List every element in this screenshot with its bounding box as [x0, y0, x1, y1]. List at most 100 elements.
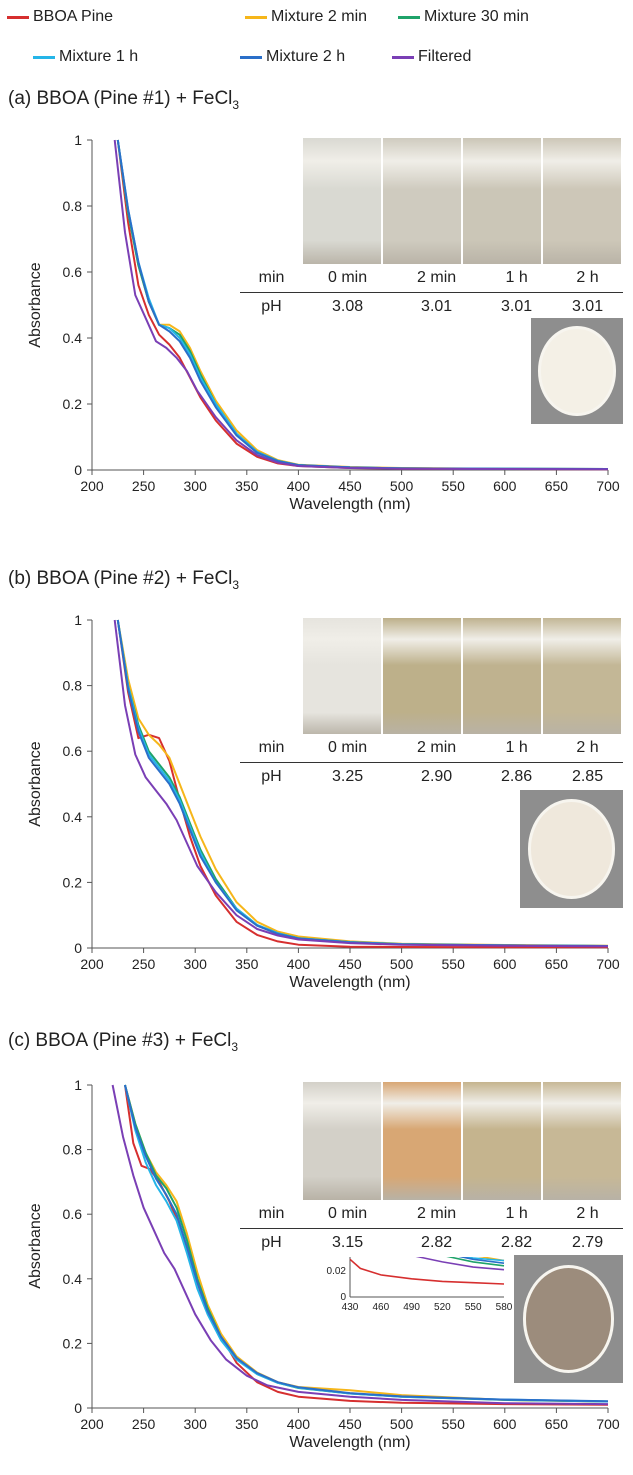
y-tick-label: 0.6 — [63, 264, 83, 280]
x-tick-label: 200 — [80, 956, 104, 972]
legend-label: Mixture 1 h — [59, 48, 139, 65]
inset-x-tick-label: 580 — [496, 1302, 513, 1313]
series-line — [113, 619, 609, 948]
y-tick-label: 0.8 — [63, 198, 83, 214]
vial-photos — [303, 138, 623, 266]
panel-c: (c) BBOA (Pine #3) + FeCl3 0 0.2 0.4 0.6 0.8… — [0, 1030, 633, 1475]
series-line — [124, 1084, 609, 1403]
y-axis-title: Absorbance — [27, 741, 44, 826]
legend-label: Mixture 30 min — [424, 8, 529, 25]
series-line — [113, 139, 609, 471]
y-tick-label: 1 — [74, 1077, 82, 1093]
x-tick-label: 250 — [132, 478, 156, 494]
x-tick-label: 350 — [235, 956, 259, 972]
panel-b: (b) BBOA (Pine #2) + FeCl3 0 0.2 0.4 0.6 0.8… — [0, 568, 633, 1038]
y-axis-title: Absorbance — [27, 1203, 44, 1288]
time-cell: 2 h — [552, 734, 623, 763]
x-tick-label: 250 — [132, 1416, 156, 1432]
filter-disc — [538, 326, 616, 416]
table-row-label: min — [240, 734, 303, 763]
x-tick-label: 650 — [545, 1416, 569, 1432]
table-row-label: min — [240, 264, 303, 293]
time-cell: 1 h — [481, 1200, 553, 1229]
x-tick-label: 600 — [493, 478, 517, 494]
x-tick-label: 500 — [390, 1416, 414, 1432]
legend-label: Mixture 2 min — [271, 8, 368, 25]
legend-label: BBOA Pine — [33, 8, 114, 25]
ph-cell: 2.79 — [571, 1234, 604, 1251]
vial-photo — [543, 138, 621, 266]
time-cell: 2 min — [392, 1200, 482, 1229]
y-tick-label: 1 — [74, 132, 82, 148]
ph-cell: 3.01 — [571, 298, 604, 315]
x-tick-label: 400 — [287, 956, 311, 972]
inset-y-tick-label: 0.02 — [327, 1266, 347, 1277]
vial-photos — [303, 1082, 623, 1200]
legend-swatch — [398, 15, 420, 19]
time-cell: 2 min — [392, 264, 482, 293]
x-axis-title: Wavelength (nm) — [289, 1434, 410, 1451]
ph-cell: 3.15 — [331, 1234, 364, 1251]
table-row-label: pH — [261, 1234, 282, 1251]
y-axis-title: Absorbance — [27, 262, 44, 347]
filter-photo — [520, 790, 623, 908]
time-cell: 2 h — [552, 1200, 623, 1229]
y-tick-label: 0.8 — [63, 678, 83, 694]
vial-photo — [383, 618, 461, 736]
y-tick-label: 0.6 — [63, 1206, 83, 1222]
time-cell: 0 min — [303, 1200, 393, 1229]
ph-cell: 3.25 — [331, 768, 364, 785]
inset-x-tick-label: 460 — [372, 1302, 389, 1313]
filter-photo — [531, 318, 623, 424]
panel-title: (a) BBOA (Pine #1) + FeCl3 — [8, 88, 240, 112]
legend-item: Filtered — [392, 48, 471, 66]
filter-disc — [528, 799, 615, 899]
legend-label: Mixture 2 h — [266, 48, 346, 65]
absorbance-chart: 0 0.2 0.4 0.6 0.8 1 200 250 300 350 400 450 500 550 60… — [27, 612, 620, 991]
y-tick-label: 0.4 — [63, 330, 83, 346]
x-tick-label: 650 — [545, 478, 569, 494]
time-cell: 1 h — [481, 264, 553, 293]
vial-photos — [303, 618, 623, 736]
time-cell: 0 min — [303, 264, 393, 293]
x-tick-label: 500 — [390, 478, 414, 494]
x-tick-label: 650 — [545, 956, 569, 972]
vial-photo — [543, 618, 621, 736]
x-tick-label: 450 — [338, 478, 362, 494]
x-tick-label: 700 — [596, 478, 620, 494]
y-tick-label: 0.4 — [63, 809, 83, 825]
x-tick-label: 350 — [235, 1416, 259, 1432]
x-tick-label: 400 — [287, 478, 311, 494]
y-tick-label: 0.8 — [63, 1142, 83, 1158]
x-tick-label: 550 — [442, 478, 466, 494]
vial-photo — [303, 1082, 381, 1200]
ph-cell: 3.08 — [331, 298, 364, 315]
ph-cell: 2.82 — [421, 1234, 453, 1251]
time-cell: 2 min — [392, 734, 482, 763]
legend-swatch — [245, 15, 267, 19]
panel-title: (b) BBOA (Pine #2) + FeCl3 — [8, 568, 240, 592]
series-line — [111, 1084, 609, 1406]
chart-legend: BBOA Pine Mixture 2 min Mixture 30 min Mixt… — [0, 0, 633, 80]
series-line — [124, 1084, 609, 1403]
x-axis-title: Wavelength (nm) — [289, 974, 410, 991]
vial-photo — [543, 1082, 621, 1200]
panel-title: (c) BBOA (Pine #3) + FeCl3 — [8, 1030, 239, 1054]
panel-a: (a) BBOA (Pine #1) + FeCl3 0 0.2 0.4 0.6 0.8… — [0, 88, 633, 558]
x-tick-label: 350 — [235, 478, 259, 494]
ph-cell: 2.82 — [501, 1234, 533, 1251]
x-tick-label: 300 — [184, 478, 208, 494]
x-tick-label: 300 — [184, 1416, 208, 1432]
ph-cell: 3.01 — [421, 298, 453, 315]
legend-label: Filtered — [418, 48, 472, 65]
x-tick-label: 250 — [132, 956, 156, 972]
legend-item: BBOA Pine — [7, 8, 113, 26]
inset-x-tick-label: 490 — [403, 1302, 420, 1313]
ph-cell: 2.85 — [571, 768, 604, 785]
y-tick-label: 0 — [74, 940, 82, 956]
table-row-label: pH — [261, 768, 282, 785]
x-tick-label: 700 — [596, 956, 620, 972]
